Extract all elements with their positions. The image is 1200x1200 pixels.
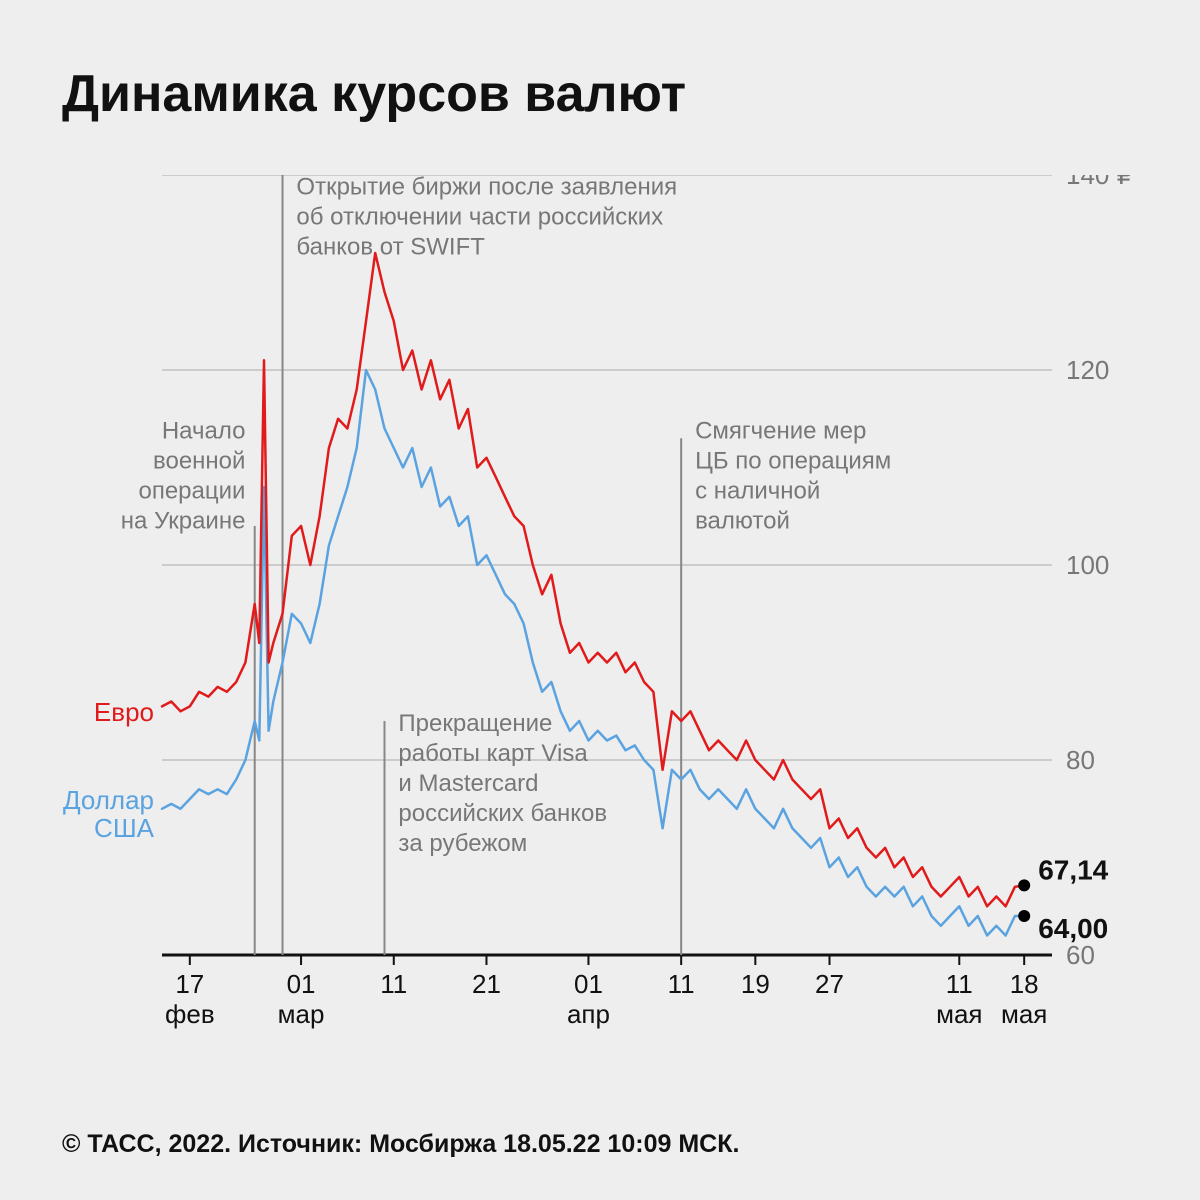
annotation-text: и Mastercard <box>398 770 538 797</box>
x-tick-label-sub: мар <box>278 999 325 1029</box>
annotation-text: Смягчение мер <box>695 417 866 444</box>
annotation-text: Прекращение <box>398 710 552 737</box>
series-label: Евро <box>94 697 154 727</box>
end-point-label: 64,00 <box>1038 913 1108 944</box>
series-label: США <box>94 813 155 843</box>
annotation-text: на Украине <box>121 507 246 534</box>
x-tick-label: 19 <box>741 969 770 999</box>
y-tick-label: 120 <box>1066 355 1109 385</box>
x-tick-label: 01 <box>287 969 316 999</box>
annotation-text: валютой <box>695 507 790 534</box>
annotation-text: с наличной <box>695 477 820 504</box>
x-tick-label-sub: фев <box>165 999 215 1029</box>
y-tick-label: 80 <box>1066 745 1095 775</box>
source-line: © ТАСС, 2022. Источник: Мосбиржа 18.05.2… <box>62 1130 739 1159</box>
series-label: Доллар <box>63 785 154 815</box>
x-tick-label: 18 <box>1010 969 1039 999</box>
annotation-text: операции <box>138 477 245 504</box>
x-tick-label: 01 <box>574 969 603 999</box>
annotation-text: банков от SWIFT <box>296 234 485 261</box>
x-tick-label: 11 <box>668 969 695 999</box>
annotation-text: ЦБ по операциям <box>695 447 891 474</box>
x-tick-label: 17 <box>175 969 204 999</box>
x-tick-label: 11 <box>380 969 407 999</box>
annotation-text: работы карт Visa <box>398 740 588 767</box>
usd-line <box>162 370 1024 936</box>
y-tick-label: 140 ₽ <box>1066 175 1133 190</box>
y-tick-label: 60 <box>1066 940 1095 970</box>
annotation-text: военной <box>153 447 245 474</box>
exchange-rate-chart: 6080100120140 ₽17фев01мар112101апр111927… <box>62 175 1138 1045</box>
annotation-text: Открытие биржи после заявления <box>296 175 677 201</box>
x-tick-label: 11 <box>946 969 973 999</box>
chart-title: Динамика курсов валют <box>62 64 686 124</box>
end-point-label: 67,14 <box>1038 854 1108 885</box>
annotation-text: об отключении части российских <box>296 204 663 231</box>
x-tick-label-sub: мая <box>1001 999 1047 1029</box>
annotation-text: за рубежом <box>398 830 527 857</box>
y-tick-label: 100 <box>1066 550 1109 580</box>
x-tick-label: 27 <box>815 969 844 999</box>
x-tick-label-sub: мая <box>936 999 982 1029</box>
end-point <box>1018 910 1030 922</box>
end-point <box>1018 879 1030 891</box>
x-tick-label: 21 <box>472 969 501 999</box>
annotation-text: российских банков <box>398 800 607 827</box>
x-tick-label-sub: апр <box>567 999 610 1029</box>
annotation-text: Начало <box>162 417 246 444</box>
